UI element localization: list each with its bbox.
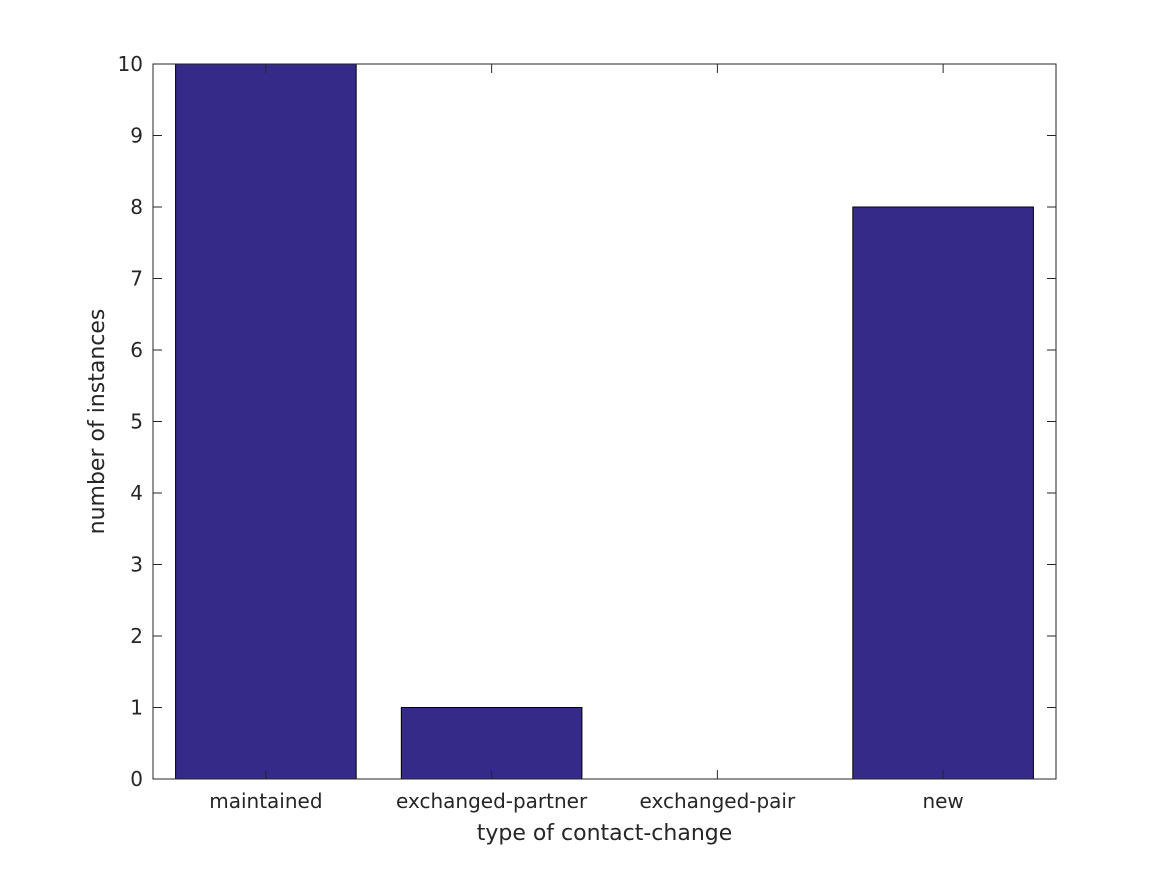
bar-new xyxy=(852,206,1034,780)
y-tick-label: 10 xyxy=(118,52,143,76)
y-axis-label: number of instances xyxy=(85,309,110,535)
y-tick-label: 8 xyxy=(130,195,143,219)
y-tick-label: 5 xyxy=(130,410,143,434)
bar-exchanged-partner xyxy=(400,707,583,780)
x-tick-label: exchanged-partner xyxy=(396,789,588,813)
x-tick-label: exchanged-pair xyxy=(640,789,796,813)
y-tick-label: 2 xyxy=(130,624,143,648)
y-tick-label: 9 xyxy=(130,124,143,148)
y-tick-label: 3 xyxy=(130,553,143,577)
y-tick-label: 1 xyxy=(130,696,143,720)
y-tick-label: 6 xyxy=(130,338,143,362)
bars-group xyxy=(175,63,1034,780)
y-tick-label: 0 xyxy=(130,767,143,791)
x-ticks-group: maintained exchanged-partner exchanged-pai… xyxy=(209,64,964,813)
y-tick-label: 4 xyxy=(130,481,143,505)
y-ticks-group: 0 1 2 3 4 5 6 7 8 9 10 xyxy=(118,52,1056,791)
x-tick-label: maintained xyxy=(209,789,322,813)
x-tick-label: new xyxy=(922,789,963,813)
bar-maintained xyxy=(175,63,357,780)
y-tick-label: 7 xyxy=(130,267,143,291)
x-axis-label: type of contact-change xyxy=(477,821,733,846)
plot-frame xyxy=(152,63,1057,780)
